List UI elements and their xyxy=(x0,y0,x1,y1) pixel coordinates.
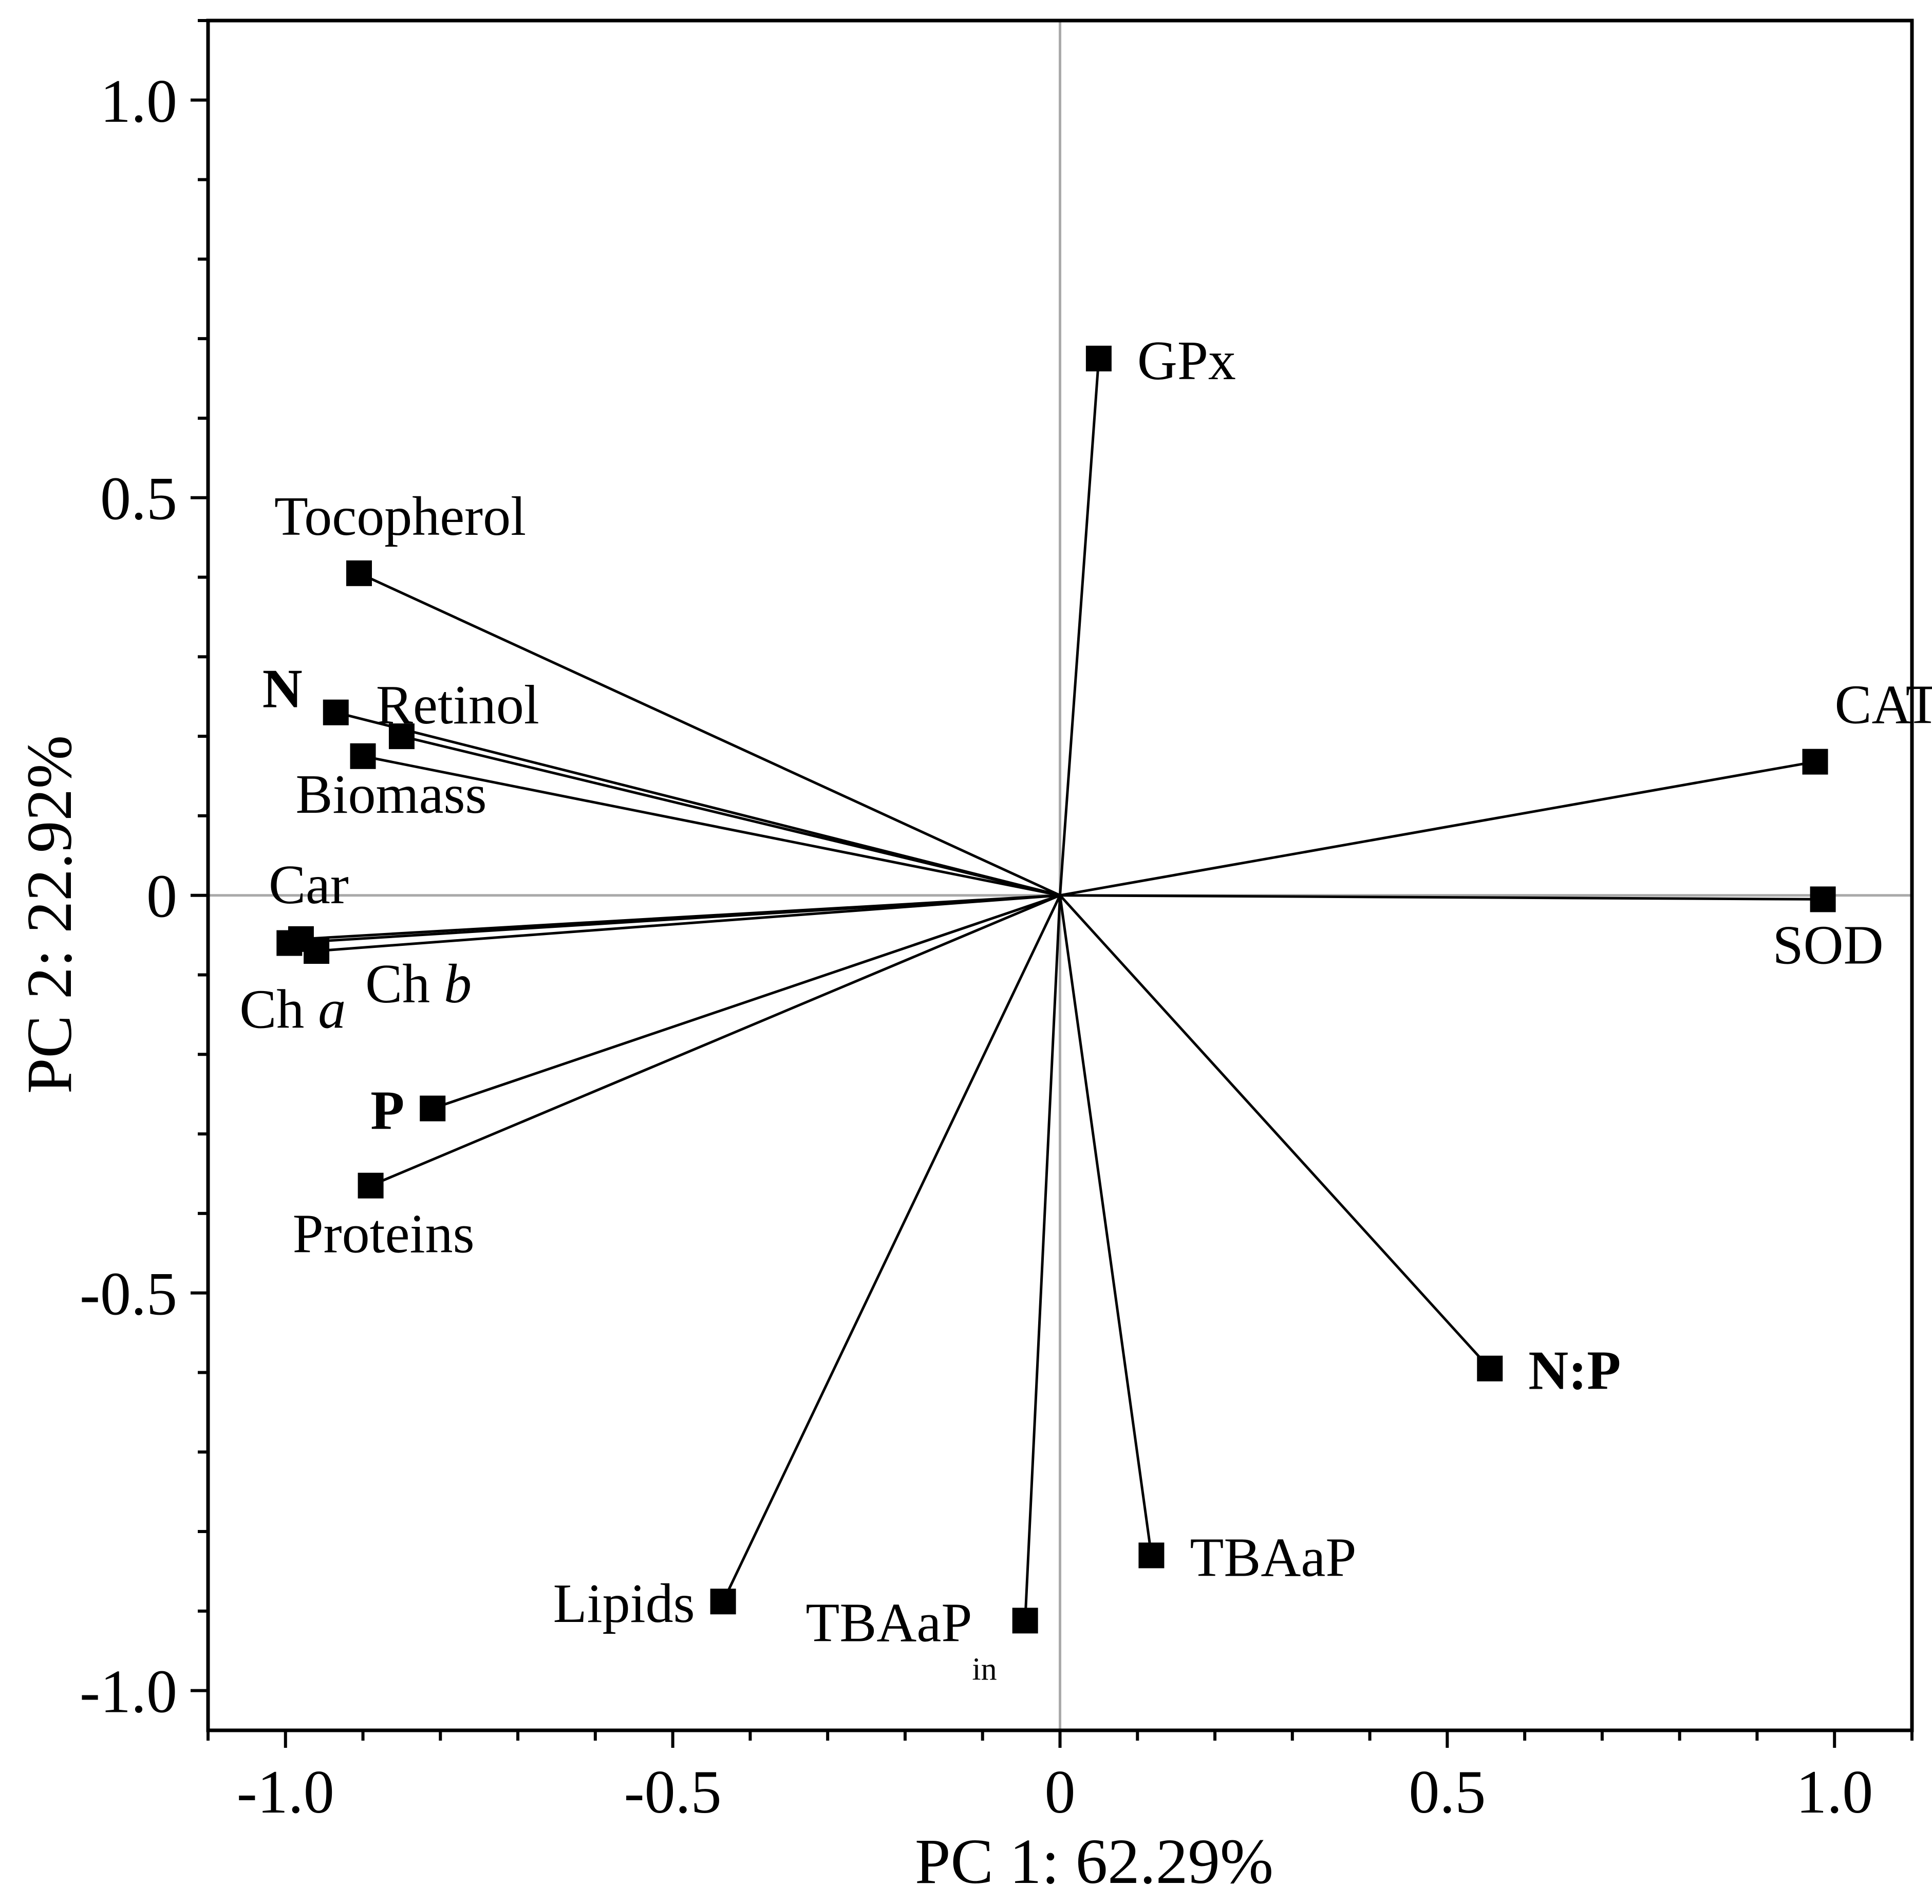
y-tick-label: 0 xyxy=(146,862,177,930)
vector-n-p xyxy=(1059,894,1491,1370)
label-proteins: Proteins xyxy=(293,1204,475,1265)
vector-ch-b xyxy=(316,894,1060,953)
vector-n xyxy=(335,711,1061,897)
marker-n xyxy=(323,699,349,725)
vector-tocopherol xyxy=(358,572,1061,897)
marker-tbaap-in xyxy=(1012,1608,1038,1634)
marker-cat xyxy=(1802,749,1828,775)
vector-sod xyxy=(1060,894,1823,901)
label-biomass: Biomass xyxy=(296,764,487,825)
ticks: -1.0 -0.5 0 0.5 1.0 1.0 0.5 0 -0.5 -1.0 xyxy=(80,19,1914,1826)
x-tick-label: 0 xyxy=(1045,1758,1076,1826)
variable-labels: GPx Tocopherol N Retinol Biomass CAT SOD Car Ch … xyxy=(239,330,1932,1687)
marker-ch-b xyxy=(304,938,330,964)
marker-retinol xyxy=(388,723,415,750)
y-tick-label: -0.5 xyxy=(80,1260,177,1328)
x-tick-label: 1.0 xyxy=(1796,1758,1873,1826)
marker-tocopherol xyxy=(346,560,372,586)
y-tick-label: 0.5 xyxy=(100,464,177,533)
x-axis-title: PC 1: 62.29% xyxy=(915,1826,1273,1897)
vector-retinol xyxy=(401,735,1061,897)
label-sod: SOD xyxy=(1773,914,1884,976)
marker-biomass xyxy=(350,743,376,769)
x-tick-label: -1.0 xyxy=(237,1758,334,1826)
vector-gpx xyxy=(1059,358,1100,895)
label-n-p: N:P xyxy=(1528,1340,1621,1402)
label-lipids: Lipids xyxy=(553,1573,695,1634)
y-tick-label: -1.0 xyxy=(80,1657,177,1726)
marker-ch-a xyxy=(276,930,303,956)
label-tbaap-in: TBAaPin xyxy=(805,1592,997,1687)
loading-vectors xyxy=(289,358,1823,1621)
label-tbaap: TBAaP xyxy=(1190,1527,1356,1588)
label-tocopherol: Tocopherol xyxy=(274,486,526,547)
label-n: N xyxy=(262,659,303,720)
marker-p xyxy=(420,1095,446,1122)
vector-lipids xyxy=(722,894,1061,1602)
vector-p xyxy=(432,894,1061,1110)
label-car: Car xyxy=(269,854,349,916)
marker-n-p xyxy=(1477,1355,1503,1382)
marker-lipids xyxy=(710,1589,736,1615)
label-cat: CAT xyxy=(1835,675,1932,736)
vector-cat xyxy=(1060,760,1815,897)
vector-tbaap xyxy=(1059,895,1153,1556)
vector-biomass xyxy=(363,755,1060,897)
vector-ch-a xyxy=(289,894,1060,945)
vector-tbaap-in xyxy=(1024,895,1061,1621)
vector-proteins xyxy=(370,894,1061,1187)
loading-markers xyxy=(276,345,1836,1634)
y-axis-title: PC 2: 22.92% xyxy=(14,735,85,1094)
marker-sod xyxy=(1810,886,1836,912)
label-retinol: Retinol xyxy=(376,675,539,736)
x-tick-label: 0.5 xyxy=(1409,1758,1486,1826)
marker-tbaap xyxy=(1138,1542,1165,1569)
label-p: P xyxy=(370,1080,404,1142)
label-ch-b: Ch b xyxy=(365,954,472,1015)
marker-gpx xyxy=(1085,345,1112,371)
y-tick-label: 1.0 xyxy=(100,67,177,135)
marker-proteins xyxy=(358,1172,384,1199)
label-ch-a: Ch a xyxy=(239,979,346,1040)
label-gpx: GPx xyxy=(1137,330,1236,391)
x-tick-label: -0.5 xyxy=(624,1758,722,1826)
